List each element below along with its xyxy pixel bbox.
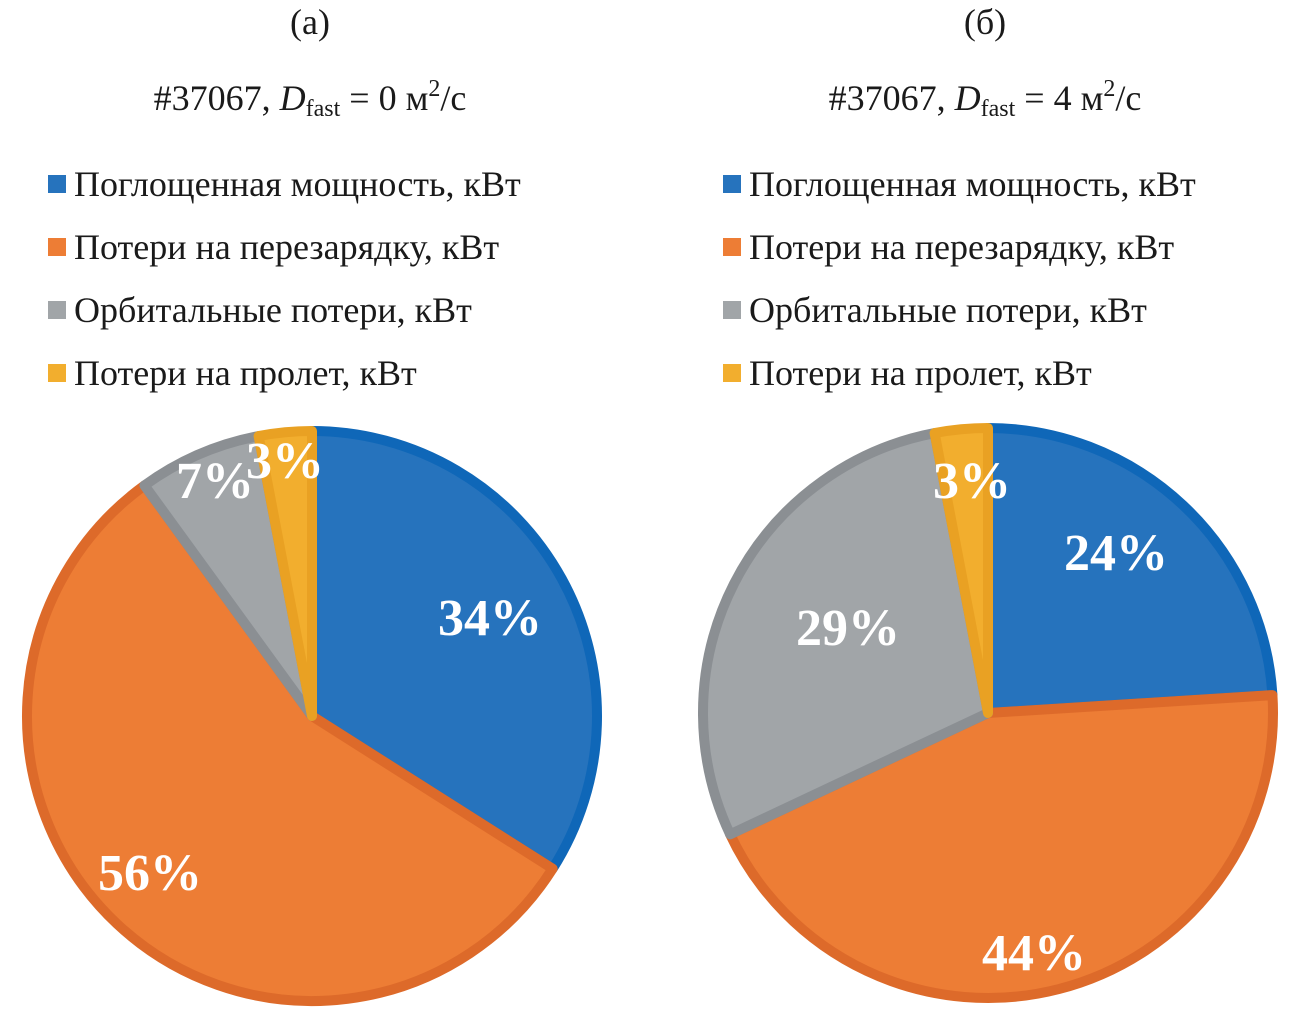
chart-panel-a: (а) #37067, Dfast = 0 м2/с Поглощенная м… (0, 0, 640, 1019)
legend-swatch (723, 300, 741, 319)
panel-label: (б) (963, 2, 1007, 42)
title-subscript: fast (980, 96, 1016, 122)
legend-item-shine-through: Потери на пролет, кВт (48, 341, 521, 404)
legend-item-shine-through: Потери на пролет, кВт (723, 341, 1196, 404)
title-prefix: #37067, (828, 78, 955, 118)
pie-chart: 24% 44% 29% 3% (698, 423, 1278, 1003)
pie-slice-charge-exchange (22, 480, 558, 1006)
legend-label: Орбитальные потери, кВт (74, 289, 472, 330)
legend-label: Поглощенная мощность, кВт (749, 163, 1196, 204)
slice-label-absorbed: 24% (1064, 525, 1168, 582)
title-variable: D (279, 78, 306, 118)
slice-label-shine-through: 3% (246, 433, 324, 490)
title-subscript: fast (305, 96, 341, 122)
legend-item-orbital: Орбитальные потери, кВт (48, 278, 521, 341)
title-prefix: #37067, (153, 78, 280, 118)
legend-label: Поглощенная мощность, кВт (74, 163, 521, 204)
legend-swatch (723, 237, 741, 256)
legend-label: Потери на перезарядку, кВт (74, 226, 500, 267)
title-superscript: 2 (1103, 76, 1116, 102)
legend-item-absorbed: Поглощенная мощность, кВт (723, 152, 1196, 215)
legend: Поглощенная мощность, кВт Потери на пере… (723, 152, 1196, 404)
pie-slice-absorbed (983, 423, 1278, 718)
legend-swatch (48, 363, 66, 382)
slice-label-shine-through: 3% (933, 453, 1011, 510)
slice-label-absorbed: 34% (438, 590, 542, 647)
pie-slice-orbital (698, 428, 993, 840)
slice-label-orbital: 7% (176, 453, 254, 510)
legend-item-orbital: Орбитальные потери, кВт (723, 278, 1196, 341)
chart-panel-b: (б) #37067, Dfast = 4 м2/с Поглощенная м… (655, 0, 1295, 1019)
slice-label-orbital: 29% (796, 600, 900, 657)
legend-item-charge-exchange: Потери на перезарядку, кВт (48, 215, 521, 278)
legend-swatch (723, 363, 741, 382)
legend-label: Орбитальные потери, кВт (749, 289, 1147, 330)
legend-swatch (48, 237, 66, 256)
title-unit: /с (440, 78, 467, 118)
slice-label-charge-exchange: 44% (982, 925, 1086, 982)
legend-swatch (48, 174, 66, 193)
chart-title: #37067, Dfast = 0 м2/с (0, 76, 620, 122)
legend-swatch (723, 174, 741, 193)
legend: Поглощенная мощность, кВт Потери на пере… (48, 152, 521, 404)
title-equals: = 4 м (1015, 78, 1104, 118)
title-equals: = 0 м (340, 78, 429, 118)
legend-swatch (48, 300, 66, 319)
legend-label: Потери на пролет, кВт (749, 352, 1092, 393)
pie-slice-shine-through (929, 423, 993, 718)
title-superscript: 2 (428, 76, 441, 102)
panel-label: (а) (290, 2, 330, 42)
slice-label-charge-exchange: 56% (98, 845, 202, 902)
legend-item-charge-exchange: Потери на перезарядку, кВт (723, 215, 1196, 278)
legend-item-absorbed: Поглощенная мощность, кВт (48, 152, 521, 215)
legend-label: Потери на перезарядку, кВт (749, 226, 1175, 267)
pie-chart: 34% 56% 7%3% (22, 426, 602, 1006)
pie-slice-shine-through (253, 426, 317, 721)
title-variable: D (954, 78, 981, 118)
chart-title: #37067, Dfast = 4 м2/с (655, 76, 1295, 122)
title-unit: /с (1115, 78, 1142, 118)
legend-label: Потери на пролет, кВт (74, 352, 417, 393)
